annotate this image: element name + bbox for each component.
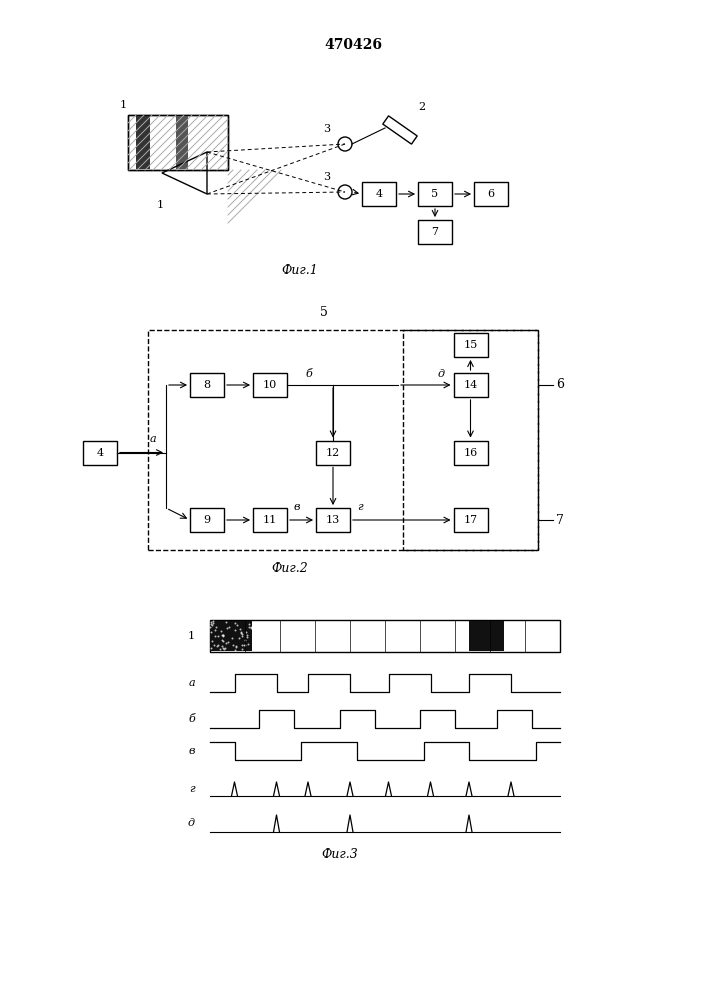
Bar	[210, 620, 560, 652]
Bar	[418, 220, 452, 244]
Bar	[176, 116, 188, 169]
Bar	[418, 182, 452, 206]
Text: 3: 3	[323, 172, 331, 182]
Text: 17: 17	[463, 515, 477, 525]
Text: 16: 16	[463, 448, 478, 458]
Bar	[190, 373, 224, 397]
Bar	[453, 508, 488, 532]
Bar	[316, 508, 350, 532]
Text: в: в	[189, 746, 195, 756]
Text: Фиг.2: Фиг.2	[271, 562, 308, 574]
Text: 14: 14	[463, 380, 478, 390]
Text: г: г	[189, 784, 195, 794]
Text: д: д	[188, 818, 195, 828]
Text: Фиг.1: Фиг.1	[281, 263, 318, 276]
Text: 1: 1	[119, 100, 127, 110]
Text: 470426: 470426	[324, 38, 382, 52]
Bar	[469, 621, 504, 651]
Text: г: г	[357, 502, 363, 512]
Text: 15: 15	[463, 340, 478, 350]
Bar	[128, 115, 228, 170]
Bar	[403, 330, 538, 550]
Bar	[128, 115, 228, 170]
Text: а: а	[188, 678, 195, 688]
Bar	[453, 333, 488, 357]
Text: 9: 9	[204, 515, 211, 525]
Text: в: в	[293, 502, 300, 512]
Bar	[474, 182, 508, 206]
Text: 11: 11	[263, 515, 277, 525]
Text: 5: 5	[431, 189, 438, 199]
Text: 1: 1	[188, 631, 195, 641]
Text: 7: 7	[556, 514, 564, 526]
Bar	[362, 182, 396, 206]
Bar	[253, 508, 287, 532]
Text: 12: 12	[326, 448, 340, 458]
Text: 3: 3	[323, 124, 331, 134]
Text: д: д	[438, 369, 445, 379]
Bar	[453, 440, 488, 464]
Bar	[190, 508, 224, 532]
Text: 4: 4	[96, 448, 103, 458]
Bar	[148, 330, 538, 550]
Text: б: б	[188, 714, 195, 724]
Text: б: б	[305, 369, 312, 379]
Text: 6: 6	[487, 189, 495, 199]
Text: 13: 13	[326, 515, 340, 525]
Bar	[253, 373, 287, 397]
Text: 7: 7	[431, 227, 438, 237]
Text: 4: 4	[375, 189, 382, 199]
Bar	[83, 440, 117, 464]
Bar	[136, 116, 150, 169]
Text: 6: 6	[556, 378, 564, 391]
Text: 5: 5	[320, 306, 327, 318]
Bar	[316, 440, 350, 464]
Bar	[453, 373, 488, 397]
Bar	[210, 621, 252, 651]
Text: 1: 1	[156, 200, 163, 210]
Text: Фиг.3: Фиг.3	[322, 848, 358, 860]
Text: 2: 2	[419, 102, 426, 112]
Text: а: а	[150, 434, 156, 444]
Text: 8: 8	[204, 380, 211, 390]
Text: 10: 10	[263, 380, 277, 390]
